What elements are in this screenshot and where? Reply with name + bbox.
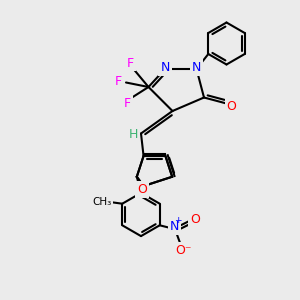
- Text: +: +: [175, 216, 182, 225]
- Text: F: F: [127, 56, 134, 70]
- Text: N: N: [160, 61, 170, 74]
- Text: O⁻: O⁻: [175, 244, 191, 257]
- Text: F: F: [124, 97, 131, 110]
- Text: H: H: [129, 128, 138, 142]
- Text: O: O: [227, 100, 236, 113]
- Text: N: N: [192, 61, 201, 74]
- Text: O: O: [137, 183, 147, 196]
- Text: CH₃: CH₃: [93, 196, 112, 207]
- Text: O: O: [190, 213, 200, 226]
- Text: F: F: [115, 75, 122, 88]
- Text: N: N: [170, 220, 179, 233]
